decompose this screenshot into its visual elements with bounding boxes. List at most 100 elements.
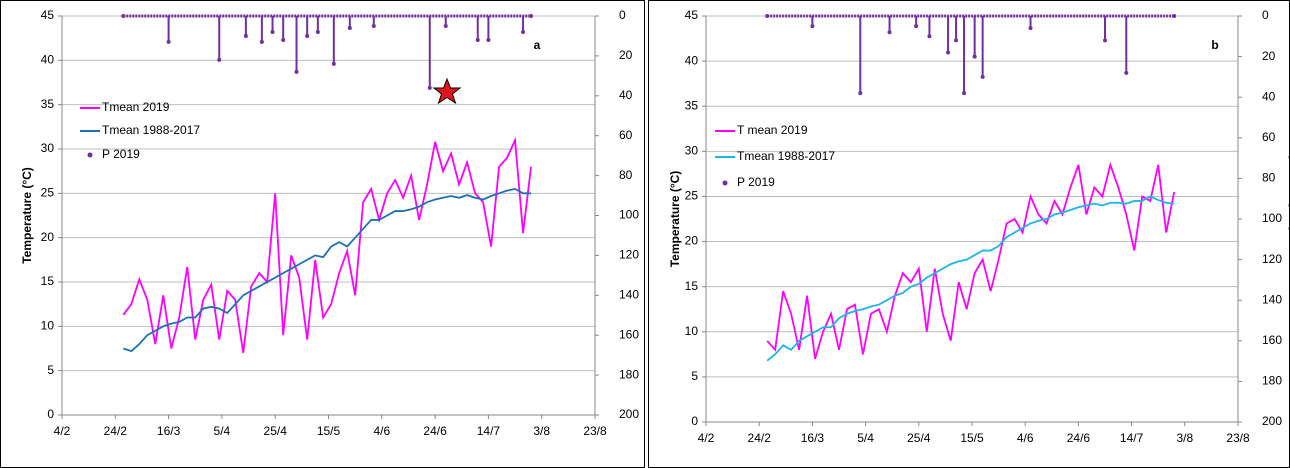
x-tick-label: 25/4 bbox=[907, 431, 931, 445]
panel: 0 5 10 15 20 25 30 35 40 45 0 20 40 60 80 100 120 140 160 1… bbox=[648, 0, 1290, 468]
precip-point bbox=[980, 74, 985, 79]
x-tick-label: 16/3 bbox=[157, 424, 181, 438]
precip-point bbox=[1172, 14, 1177, 18]
precip-point bbox=[294, 69, 299, 74]
y2-tick-label: 80 bbox=[1262, 171, 1276, 185]
legend-swatch bbox=[87, 152, 93, 158]
precip-point bbox=[1124, 70, 1129, 75]
x-tick-label: 14/7 bbox=[1120, 431, 1144, 445]
y2-tick-label: 180 bbox=[619, 367, 639, 381]
y2-tick-label: 20 bbox=[619, 48, 633, 62]
y-tick-label: 20 bbox=[41, 230, 55, 244]
y2-tick-label: 200 bbox=[619, 407, 639, 421]
y-tick-label: 0 bbox=[691, 414, 698, 428]
precip-point bbox=[259, 39, 264, 44]
y-tick-label: 10 bbox=[41, 319, 55, 333]
precip-point bbox=[486, 37, 491, 42]
x-tick-label: 24/2 bbox=[104, 424, 128, 438]
x-tick-label: 16/3 bbox=[801, 431, 825, 445]
x-tick-label: 25/4 bbox=[264, 424, 288, 438]
precip-point bbox=[914, 24, 919, 29]
y2-axis-title: Precipitation (mm) bbox=[1288, 126, 1290, 231]
temp-line bbox=[766, 161, 1176, 360]
x-tick-label: 24/6 bbox=[423, 424, 447, 438]
y-tick-label: 25 bbox=[685, 189, 699, 203]
precip-point bbox=[972, 54, 977, 59]
precip-point bbox=[347, 25, 352, 30]
precip-point bbox=[810, 24, 815, 29]
precip-point bbox=[765, 14, 770, 18]
y-tick-label: 15 bbox=[41, 274, 55, 288]
x-tick-label: 4/6 bbox=[1017, 431, 1034, 445]
x-tick-label: 23/8 bbox=[583, 424, 607, 438]
precip-point bbox=[305, 33, 310, 38]
precip-point bbox=[927, 34, 932, 39]
legend-label: P 2019 bbox=[102, 147, 140, 161]
precip-point bbox=[315, 29, 320, 34]
x-tick-label: 24/2 bbox=[748, 431, 772, 445]
y2-tick-label: 60 bbox=[619, 128, 633, 142]
y2-tick-label: 0 bbox=[619, 8, 626, 22]
y2-tick-label: 120 bbox=[1262, 252, 1282, 266]
y-tick-label: 30 bbox=[685, 144, 699, 158]
precip-point bbox=[443, 23, 448, 28]
y2-tick-label: 100 bbox=[619, 208, 639, 222]
y2-tick-label: 100 bbox=[1262, 211, 1282, 225]
y-tick-label: 35 bbox=[685, 98, 699, 112]
legend-label: Tmean 1988-2017 bbox=[737, 149, 835, 163]
panel-border bbox=[0, 0, 645, 468]
precip-point bbox=[217, 57, 222, 62]
legend-label: Tmean 2019 bbox=[102, 100, 170, 114]
precip-point bbox=[954, 38, 959, 43]
precip-point bbox=[121, 14, 126, 18]
x-tick-label: 5/4 bbox=[857, 431, 874, 445]
y-tick-label: 20 bbox=[685, 234, 699, 248]
precip-point bbox=[962, 91, 967, 96]
y2-tick-label: 40 bbox=[619, 88, 633, 102]
x-tick-label: 4/2 bbox=[698, 431, 715, 445]
legend-label: T mean 2019 bbox=[737, 123, 808, 137]
precip-point bbox=[521, 29, 526, 34]
y-axis-title: Temperature (°C) bbox=[668, 171, 682, 268]
y-axis-title: Temperature (°C) bbox=[20, 167, 34, 264]
y-tick-label: 45 bbox=[41, 8, 55, 22]
y2-tick-label: 140 bbox=[619, 287, 639, 301]
y-tick-label: 10 bbox=[685, 324, 699, 338]
x-tick-label: 24/6 bbox=[1067, 431, 1091, 445]
temp-line bbox=[766, 195, 1175, 362]
y-tick-label: 15 bbox=[685, 279, 699, 293]
y-tick-label: 35 bbox=[41, 97, 55, 111]
precip-point bbox=[331, 61, 336, 66]
y-tick-label: 25 bbox=[41, 186, 55, 200]
y2-tick-label: 160 bbox=[1262, 333, 1282, 347]
precip-point bbox=[270, 29, 275, 34]
precip-point bbox=[243, 33, 248, 38]
x-tick-label: 15/5 bbox=[317, 424, 341, 438]
temp-line bbox=[122, 136, 532, 354]
precip-point bbox=[1103, 38, 1107, 43]
x-tick-label: 4/6 bbox=[373, 424, 390, 438]
y2-tick-label: 80 bbox=[619, 168, 633, 182]
x-tick-label: 3/8 bbox=[533, 424, 550, 438]
legend-label: Tmean 1988-2017 bbox=[102, 123, 200, 137]
precip-point bbox=[946, 50, 951, 55]
x-tick-label: 14/7 bbox=[477, 424, 501, 438]
y2-tick-label: 20 bbox=[1262, 49, 1276, 63]
precip-point bbox=[887, 30, 892, 35]
precip-point bbox=[475, 37, 480, 42]
precip-point bbox=[427, 85, 432, 90]
panel: 0 5 10 15 20 25 30 35 40 45 0 20 40 60 80 100 120 140 160 1… bbox=[0, 0, 645, 468]
y2-tick-label: 40 bbox=[1262, 89, 1276, 103]
y2-tick-label: 200 bbox=[1262, 414, 1282, 428]
y-tick-label: 30 bbox=[41, 141, 55, 155]
y-tick-label: 5 bbox=[691, 369, 698, 383]
y-tick-label: 45 bbox=[685, 8, 699, 22]
y2-tick-label: 140 bbox=[1262, 292, 1282, 306]
y2-tick-label: 0 bbox=[1262, 8, 1269, 22]
precip-point bbox=[858, 91, 863, 96]
precip-point bbox=[166, 39, 171, 44]
precip-point bbox=[281, 37, 286, 42]
x-tick-label: 5/4 bbox=[214, 424, 231, 438]
panel-label: a bbox=[534, 38, 541, 52]
